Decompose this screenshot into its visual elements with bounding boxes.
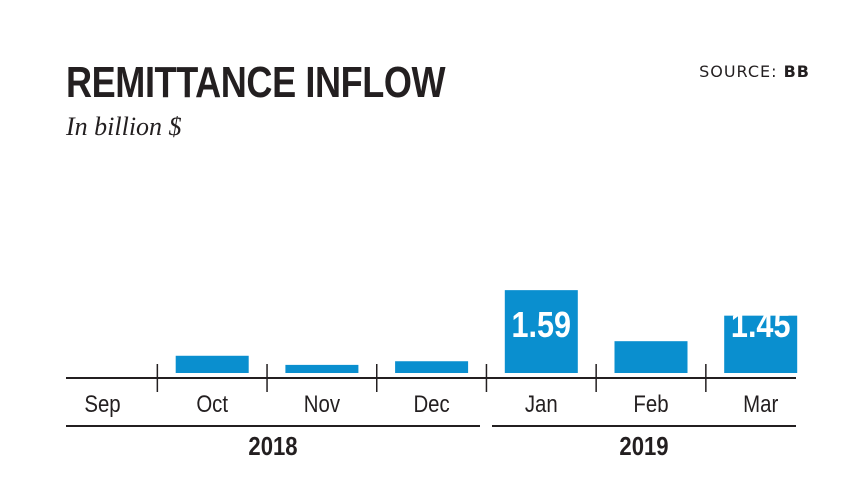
bar-value-label: 1.18 bbox=[292, 306, 352, 346]
bar-feb bbox=[614, 341, 688, 373]
chart-subtitle: In billion $ bbox=[66, 112, 182, 141]
year-group-label: 2018 bbox=[248, 432, 297, 461]
bar-dec bbox=[395, 361, 469, 373]
bar-value-label: 1.20 bbox=[402, 306, 462, 346]
bar-value-label: 1.59 bbox=[512, 306, 572, 346]
x-tick-label: Nov bbox=[304, 390, 341, 417]
source-label: SOURCE: bbox=[699, 62, 778, 81]
x-tick-label: Jan bbox=[525, 390, 558, 417]
x-tick-label: Dec bbox=[413, 390, 449, 417]
bar-jan bbox=[504, 290, 578, 373]
bar-oct bbox=[175, 355, 249, 373]
source-note: SOURCE: BB bbox=[699, 62, 810, 81]
x-tick-label: Oct bbox=[196, 390, 228, 417]
source-value: BB bbox=[783, 62, 810, 81]
bar-value-label: 1.31 bbox=[621, 306, 681, 346]
x-tick-label: Mar bbox=[743, 390, 779, 417]
bar-value-label: 1.45 bbox=[731, 306, 791, 346]
year-group-label: 2019 bbox=[619, 432, 668, 461]
bar-value-label: 1.23 bbox=[182, 306, 242, 346]
x-tick-label: Feb bbox=[633, 390, 668, 417]
chart-title: REMITTANCE INFLOW bbox=[66, 58, 446, 107]
bar-nov bbox=[285, 364, 359, 373]
bar-mar bbox=[724, 315, 798, 373]
bar-value-label: 1.13 bbox=[73, 306, 133, 346]
x-tick-label: Sep bbox=[84, 390, 120, 417]
